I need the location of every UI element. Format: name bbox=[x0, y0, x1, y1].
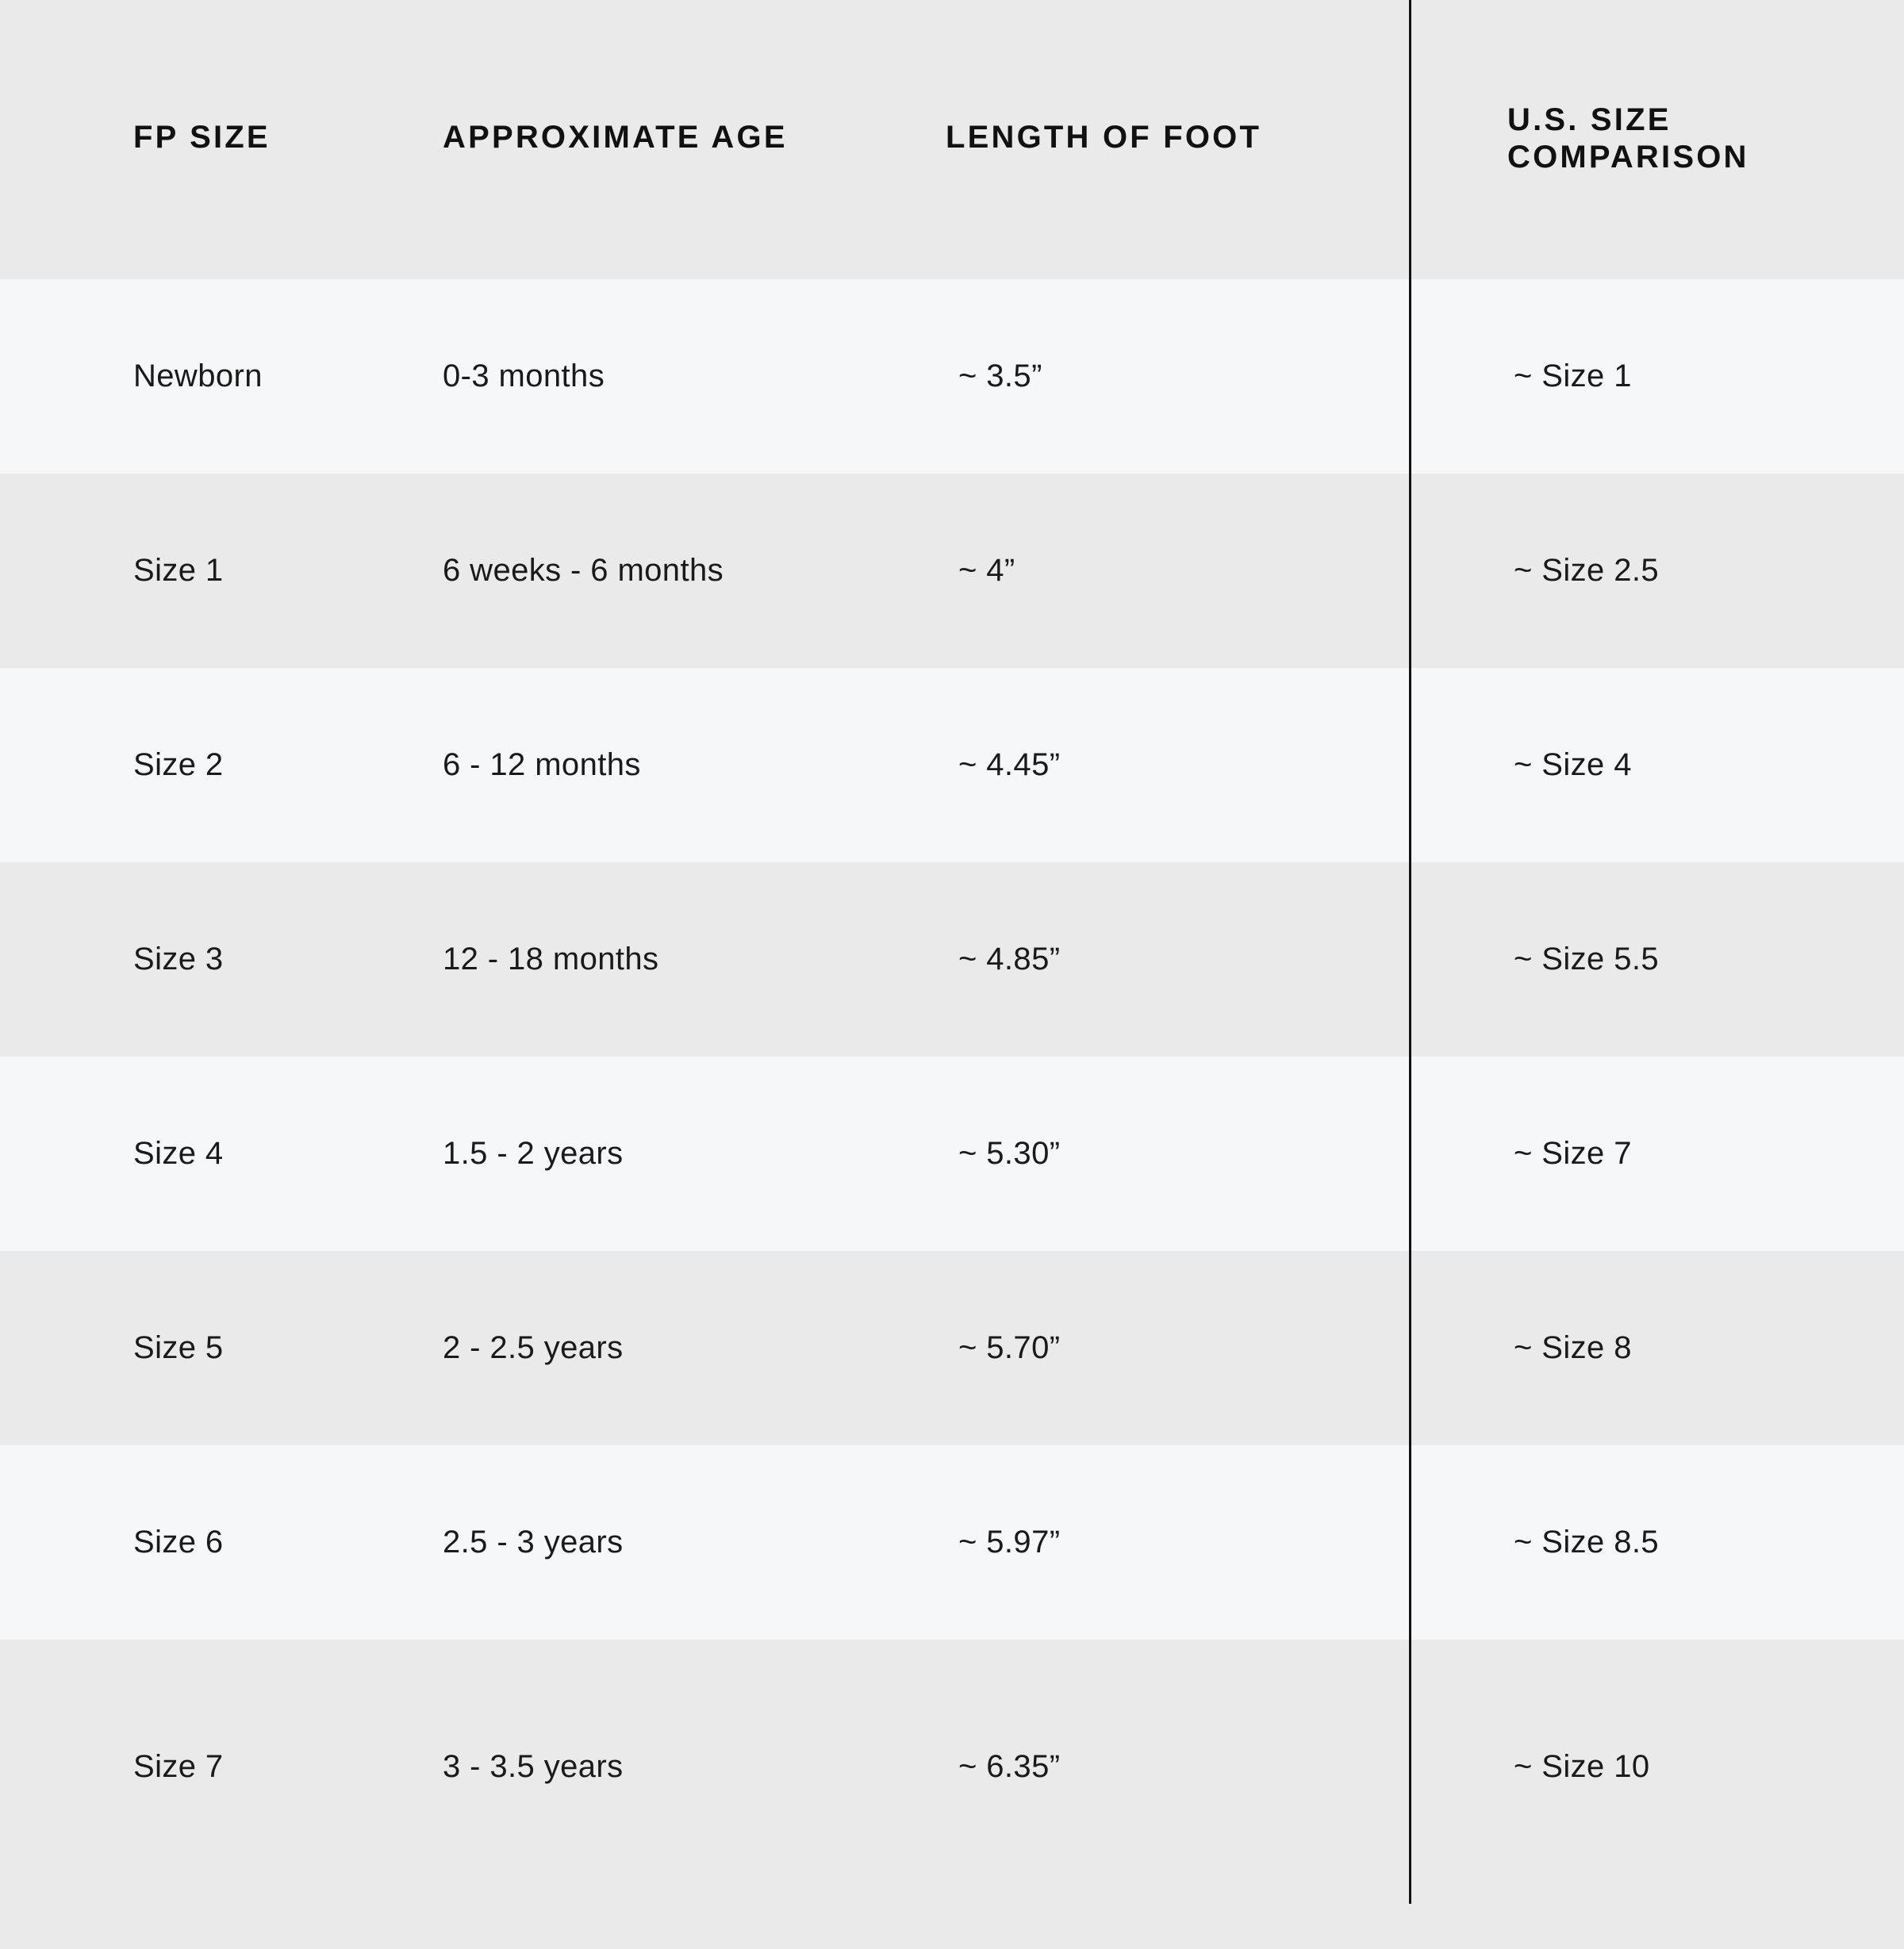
cell-us-size-comparison: ~ Size 8 bbox=[1514, 1330, 1632, 1365]
cell-us-size-comparison: ~ Size 7 bbox=[1514, 1136, 1632, 1171]
cell-approximate-age: 6 weeks - 6 months bbox=[443, 553, 724, 588]
column-header-approximate-age: APPROXIMATE AGE bbox=[443, 120, 788, 155]
cell-us-size-comparison: ~ Size 4 bbox=[1514, 747, 1632, 782]
cell-us-size-comparison: ~ Size 1 bbox=[1514, 359, 1632, 393]
table-row: Size 3 12 - 18 months ~ 4.85” ~ Size 5.5 bbox=[0, 862, 1904, 1057]
cell-fp-size: Newborn bbox=[133, 359, 263, 393]
cell-approximate-age: 0-3 months bbox=[443, 359, 605, 393]
cell-approximate-age: 2.5 - 3 years bbox=[443, 1525, 624, 1560]
cell-us-size-comparison: ~ Size 8.5 bbox=[1514, 1525, 1660, 1560]
table-row: Size 4 1.5 - 2 years ~ 5.30” ~ Size 7 bbox=[0, 1057, 1904, 1251]
cell-length-of-foot: ~ 4.45” bbox=[958, 747, 1061, 782]
cell-fp-size: Size 5 bbox=[133, 1330, 224, 1365]
table-row: Size 6 2.5 - 3 years ~ 5.97” ~ Size 8.5 bbox=[0, 1445, 1904, 1640]
table-header-row: FP SIZE APPROXIMATE AGE LENGTH OF FOOT U… bbox=[0, 0, 1904, 279]
cell-us-size-comparison: ~ Size 5.5 bbox=[1514, 942, 1660, 976]
cell-length-of-foot: ~ 6.35” bbox=[958, 1748, 1061, 1784]
cell-fp-size: Size 4 bbox=[133, 1136, 224, 1171]
cell-approximate-age: 3 - 3.5 years bbox=[443, 1748, 624, 1784]
size-chart-table: FP SIZE APPROXIMATE AGE LENGTH OF FOOT U… bbox=[0, 0, 1904, 1904]
table-row: Size 1 6 weeks - 6 months ~ 4” ~ Size 2.… bbox=[0, 474, 1904, 668]
table-row: Size 7 3 - 3.5 years ~ 6.35” ~ Size 10 bbox=[0, 1640, 1904, 1893]
cell-approximate-age: 1.5 - 2 years bbox=[443, 1136, 624, 1171]
cell-length-of-foot: ~ 5.30” bbox=[958, 1136, 1061, 1171]
column-header-fp-size: FP SIZE bbox=[133, 120, 271, 155]
cell-length-of-foot: ~ 4.85” bbox=[958, 942, 1061, 976]
cell-fp-size: Size 3 bbox=[133, 942, 224, 976]
cell-fp-size: Size 7 bbox=[133, 1748, 224, 1784]
cell-length-of-foot: ~ 3.5” bbox=[958, 359, 1042, 393]
cell-length-of-foot: ~ 4” bbox=[958, 553, 1015, 588]
cell-fp-size: Size 2 bbox=[133, 747, 224, 782]
cell-us-size-comparison: ~ Size 2.5 bbox=[1514, 553, 1660, 588]
cell-us-size-comparison: ~ Size 10 bbox=[1514, 1748, 1650, 1784]
cell-length-of-foot: ~ 5.70” bbox=[958, 1330, 1061, 1365]
vertical-divider bbox=[1409, 0, 1411, 1904]
cell-fp-size: Size 1 bbox=[133, 553, 224, 588]
column-header-us-size-comparison: U.S. SIZE COMPARISON bbox=[1507, 102, 1749, 175]
table-row: Size 5 2 - 2.5 years ~ 5.70” ~ Size 8 bbox=[0, 1251, 1904, 1445]
table-row: Newborn 0-3 months ~ 3.5” ~ Size 1 bbox=[0, 279, 1904, 474]
cell-approximate-age: 12 - 18 months bbox=[443, 942, 659, 976]
table-row: Size 2 6 - 12 months ~ 4.45” ~ Size 4 bbox=[0, 668, 1904, 862]
cell-length-of-foot: ~ 5.97” bbox=[958, 1525, 1061, 1560]
column-header-length-of-foot: LENGTH OF FOOT bbox=[946, 120, 1262, 155]
cell-fp-size: Size 6 bbox=[133, 1525, 224, 1560]
cell-approximate-age: 6 - 12 months bbox=[443, 747, 641, 782]
cell-approximate-age: 2 - 2.5 years bbox=[443, 1330, 624, 1365]
